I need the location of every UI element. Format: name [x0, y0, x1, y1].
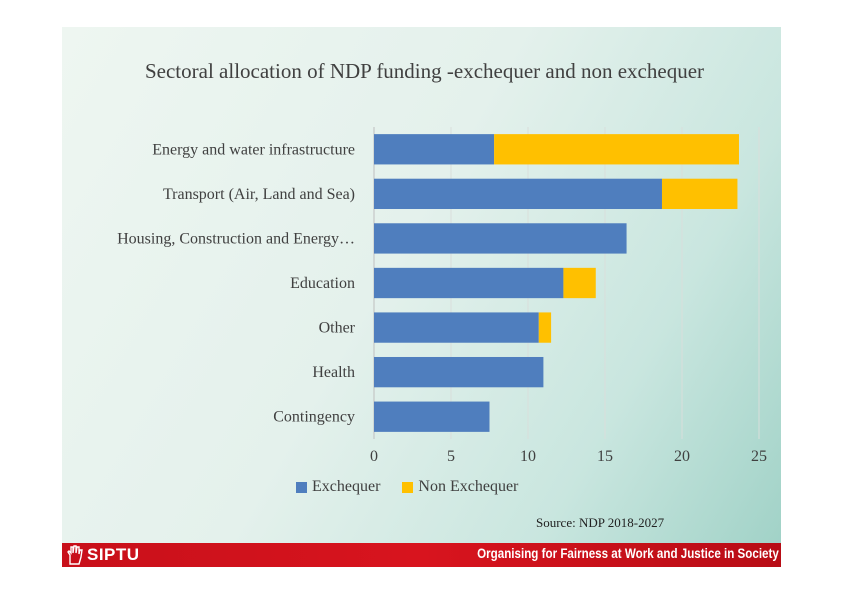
bar-non-exchequer-0: [494, 134, 739, 165]
siptu-logo: SIPTU: [66, 545, 140, 565]
chart-title: Sectoral allocation of NDP funding -exch…: [144, 59, 705, 83]
legend-item-non-exchequer: Non Exchequer: [402, 478, 518, 496]
legend-label-non-exchequer: Non Exchequer: [418, 478, 519, 495]
x-tick-label-10: 10: [520, 448, 536, 465]
category-label-4: Other: [319, 320, 356, 337]
footer-banner: SIPTU Organising for Fairness at Work an…: [62, 543, 781, 567]
category-label-0: Energy and water infrastructure: [152, 141, 355, 158]
legend-swatch-non-exchequer: [402, 481, 414, 493]
bar-non-exchequer-3: [563, 267, 596, 299]
slide: Sectoral allocation of NDP funding -exch…: [62, 27, 781, 567]
bar-non-exchequer-4: [538, 312, 552, 343]
category-label-2: Housing, Construction and Energy…: [117, 230, 355, 247]
source-note: Source: NDP 2018-2027: [536, 515, 665, 530]
bar-exchequer-0: [374, 134, 495, 165]
bar-non-exchequer-1: [661, 178, 738, 210]
logo-text: SIPTU: [87, 545, 140, 564]
bar-exchequer-4: [374, 312, 539, 343]
bar-exchequer-3: [374, 267, 564, 299]
legend-label-exchequer: Exchequer: [312, 478, 381, 495]
x-tick-label-20: 20: [674, 448, 690, 465]
legend: Exchequer Non Exchequer: [296, 478, 540, 496]
bar-exchequer-5: [374, 356, 544, 388]
category-label-6: Contingency: [273, 409, 355, 426]
bar-exchequer-2: [374, 223, 627, 254]
x-tick-label-5: 5: [447, 448, 455, 465]
category-label-1: Transport (Air, Land and Sea): [163, 186, 355, 203]
bar-chart: 0 5 10 15 20 25 Energy and water infrastructur…: [117, 127, 767, 465]
x-tick-label-0: 0: [370, 448, 378, 465]
legend-item-exchequer: Exchequer: [296, 478, 380, 496]
category-label-3: Education: [290, 275, 355, 292]
bar-exchequer-6: [374, 401, 490, 432]
footer-tagline: Organising for Fairness at Work and Just…: [477, 546, 779, 561]
legend-swatch-exchequer: [296, 481, 307, 493]
hand-icon: [67, 545, 83, 565]
x-tick-label-15: 15: [597, 448, 613, 465]
category-label-5: Health: [312, 364, 355, 381]
bar-exchequer-1: [374, 178, 662, 210]
x-tick-label-25: 25: [751, 448, 767, 465]
